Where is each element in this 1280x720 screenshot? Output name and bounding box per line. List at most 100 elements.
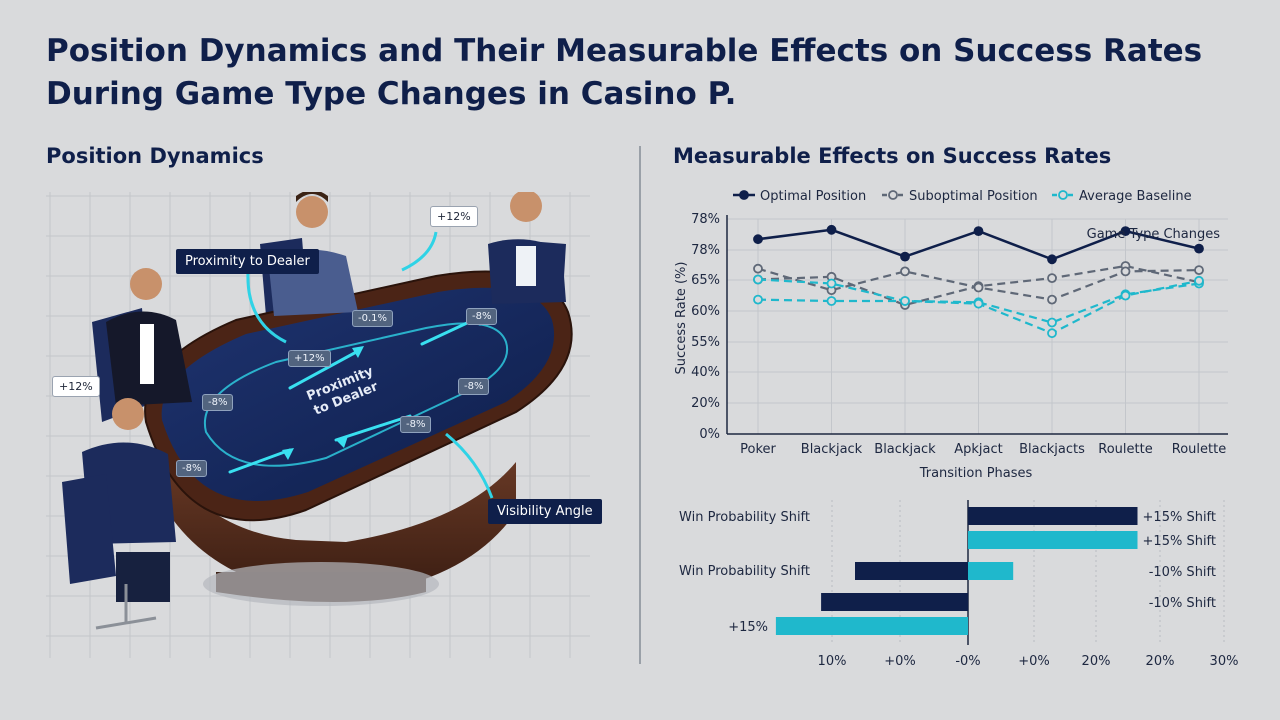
line-chart-labels: 78% 78% 65% 60% 55% 40% 20% 0% Poker Blackjack Bla… [674, 212, 1226, 481]
right-panel-title: Measurable Effects on Success Rates [673, 144, 1112, 168]
line-point-0-3 [973, 226, 984, 237]
position-dynamics-illustration: Proximity to Dealer Visibility Angle +12… [46, 192, 602, 658]
line-point-1-6 [1194, 277, 1204, 288]
bar-xtick-label-4: 20% [1082, 654, 1111, 669]
bar-value-label-0: +15% Shift [1143, 510, 1216, 525]
legend-marker-2 [1058, 190, 1068, 200]
bar-1 [968, 531, 1138, 549]
line-point-4-5 [1120, 290, 1131, 301]
player-back-right [488, 192, 566, 304]
line-point-3-3 [973, 297, 984, 308]
line-chart-legend: Optimal Position Suboptimal Position Avera… [733, 189, 1192, 204]
line-point-3-6 [1194, 278, 1204, 289]
line-point-4-1 [826, 278, 837, 289]
casino-table-illustration [46, 192, 590, 658]
line-point-2-0 [753, 263, 763, 274]
delta-tag-left: +12% [52, 376, 100, 397]
table-base [156, 452, 516, 606]
chair-front-left-base [95, 584, 157, 630]
line-point-3-4 [1047, 317, 1057, 328]
bar-row-label-4: +15% [728, 620, 768, 635]
table-track [203, 322, 509, 467]
line-point-1-2 [900, 300, 910, 310]
line-point-0-2 [900, 251, 910, 262]
line-ytick-label-7: 0% [699, 427, 720, 442]
line-point-3-2 [900, 296, 910, 306]
bar-xtick-label-0: 10% [818, 654, 847, 669]
table-tag-6: -8% [202, 394, 234, 411]
line-point-4-2 [900, 296, 910, 306]
bar-chart-labels: +15% Shift +15% Shift -10% Shift -10% Shift… [679, 510, 1238, 669]
bar-xtick-label-3: +0% [1018, 654, 1050, 669]
line-series-0 [757, 228, 1200, 261]
callout-proximity-to-dealer: Proximity to Dealer [176, 249, 319, 274]
table-tag-2: +12% [288, 350, 331, 367]
table-tag-5: -8% [400, 416, 432, 433]
line-point-0-1 [826, 224, 837, 235]
line-y-axis-title: Success Rate (%) [674, 262, 689, 375]
bar-xtick-label-5: 20% [1146, 654, 1175, 669]
line-series-1 [757, 264, 1200, 307]
line-annotation: Game Type Changes [1087, 227, 1221, 242]
callout-visibility-angle: Visibility Angle [488, 499, 602, 524]
left-panel-title: Position Dynamics [46, 144, 264, 168]
line-xtick-label-2: Blackjack [874, 442, 936, 457]
line-point-2-3 [973, 282, 984, 293]
line-point-1-5 [1120, 261, 1131, 271]
line-ytick-label-3: 60% [691, 304, 720, 319]
main-title: Position Dynamics and Their Measurable E… [46, 33, 1203, 112]
line-point-2-5 [1120, 266, 1131, 277]
line-point-1-4 [1047, 273, 1057, 284]
bar-xtick-label-2: -0% [955, 654, 980, 669]
bar-value-label-3: -10% Shift [1149, 565, 1216, 580]
line-point-2-6 [1194, 265, 1204, 276]
table-tag-4: -8% [458, 378, 490, 395]
line-point-0-4 [1047, 254, 1057, 265]
line-xtick-label-5: Roulette [1098, 442, 1152, 457]
legend-label-0: Optimal Position [760, 189, 866, 204]
table-tag-7: -8% [176, 460, 208, 477]
bar-3 [968, 562, 1014, 580]
callout-connectors [246, 231, 494, 499]
line-series-3 [757, 282, 1200, 324]
line-xtick-label-0: Poker [740, 442, 776, 457]
line-ytick-label-5: 40% [691, 365, 720, 380]
table-felt [161, 287, 555, 501]
bar-row-label-0: Win Probability Shift [679, 510, 810, 525]
line-point-0-5 [1120, 226, 1131, 237]
line-xtick-label-6: Roulette [1172, 442, 1226, 457]
line-point-0-6 [1194, 243, 1204, 254]
line-chart-series [753, 224, 1204, 339]
bar-chart-grid [831, 500, 1225, 645]
line-point-4-4 [1047, 328, 1057, 339]
line-point-4-6 [1194, 275, 1204, 286]
table-tag-3: -8% [466, 308, 498, 325]
line-ytick-label-6: 20% [691, 396, 720, 411]
line-xtick-label-1: Blackjack [801, 442, 863, 457]
line-xtick-label-3: Apkjact [954, 442, 1003, 457]
panel-divider [639, 146, 641, 664]
legend-marker-0 [739, 190, 749, 200]
line-series-2 [757, 267, 1200, 301]
line-point-2-1 [826, 285, 837, 296]
bar-xtick-label-6: 30% [1210, 654, 1239, 669]
legend-marker-1 [888, 190, 898, 200]
delta-tag-top-right: +12% [430, 206, 478, 227]
line-ytick-label-1: 78% [691, 243, 720, 258]
line-point-0-0 [753, 234, 763, 245]
bar-chart-bars [775, 507, 1138, 635]
line-point-2-4 [1047, 294, 1057, 305]
bar-5 [775, 617, 968, 635]
line-point-1-3 [973, 281, 984, 292]
line-point-3-0 [753, 294, 763, 305]
line-x-axis-title: Transition Phases [919, 466, 1033, 481]
table-tag-1: -0.1% [352, 310, 394, 327]
line-point-2-2 [900, 266, 910, 277]
bar-2 [855, 562, 968, 580]
legend-label-2: Average Baseline [1079, 189, 1192, 204]
line-point-4-3 [973, 298, 984, 309]
bar-row-label-2: Win Probability Shift [679, 564, 810, 579]
player-left [106, 268, 192, 406]
line-ytick-label-2: 65% [691, 273, 720, 288]
bar-xtick-label-1: +0% [884, 654, 916, 669]
